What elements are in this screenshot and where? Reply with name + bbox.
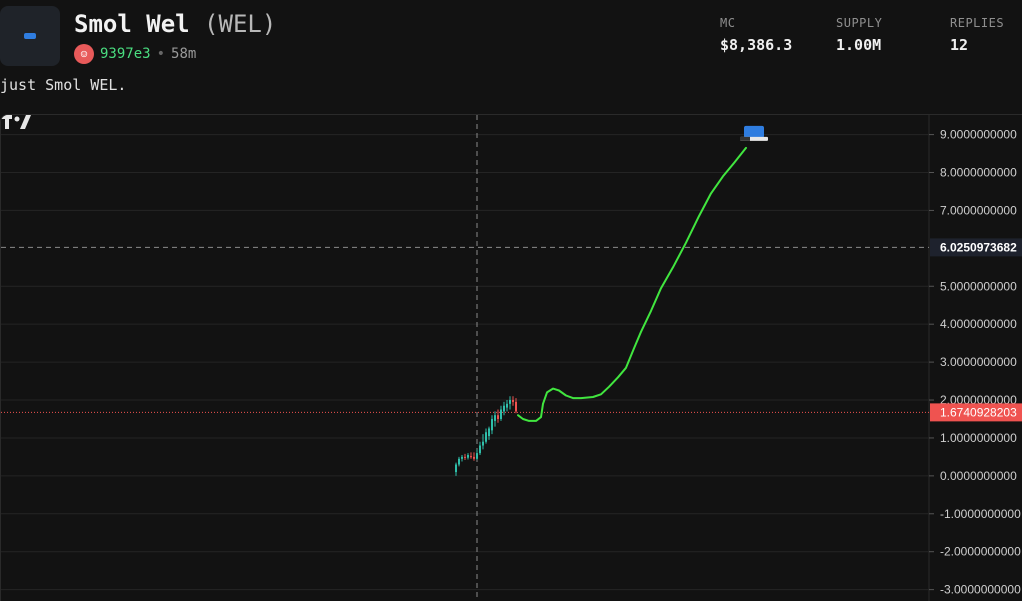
token-hat-icon <box>24 33 36 39</box>
candle-body <box>461 456 463 459</box>
candle-body <box>491 418 493 431</box>
candle-body <box>473 456 475 459</box>
y-tick-label: 3.0000000000 <box>940 355 1017 369</box>
candle-body <box>458 458 460 465</box>
y-tick-label: 4.0000000000 <box>940 317 1017 331</box>
candle-body <box>455 464 457 473</box>
stat-label: SUPPLY <box>836 16 883 30</box>
candle-body <box>509 400 511 404</box>
y-tick-label: 5.0000000000 <box>940 279 1017 293</box>
y-tick-label: 8.0000000000 <box>940 166 1017 180</box>
separator-dot: • <box>156 46 166 62</box>
candle-body <box>506 403 508 408</box>
stat-value: 12 <box>950 36 969 54</box>
candle-body <box>467 455 469 458</box>
stat-value: 1.00M <box>836 36 882 54</box>
token-ticker: (WEL) <box>204 10 277 38</box>
price-axis <box>929 115 1022 601</box>
token-title: Smol Wel (WEL) <box>74 10 276 38</box>
candle-body <box>485 432 487 442</box>
y-tick-label: 0.0000000000 <box>940 469 1017 483</box>
crosshair-price-label-bg <box>930 238 1022 257</box>
token-age: 58m <box>171 46 197 62</box>
candle-body <box>494 415 496 421</box>
stat-label: MC <box>720 16 736 30</box>
chart-canvas[interactable]: 9.0000000000 8.0000000000 7.0000000000 5.00… <box>1 115 1022 601</box>
token-image[interactable] <box>0 6 60 66</box>
creator-link[interactable]: 9397e3 <box>100 46 151 62</box>
candle-body <box>515 401 517 412</box>
candle-body <box>503 405 505 412</box>
y-tick-label: 9.0000000000 <box>940 128 1017 142</box>
token-hat-marker-icon <box>740 125 768 141</box>
candle-body <box>488 428 490 437</box>
y-tick-label: 7.0000000000 <box>940 203 1017 217</box>
candle-body <box>470 456 472 458</box>
last-price-label: 1.6740928203 <box>940 405 1017 419</box>
stat-value: $8,386.3 <box>720 36 793 54</box>
candle-body <box>482 441 484 446</box>
y-tick-label: -1.0000000000 <box>940 507 1021 521</box>
tradingview-logo-icon[interactable] <box>1 115 33 129</box>
crosshair-price-label: 6.0250973682 <box>940 240 1017 254</box>
y-tick-label: -2.0000000000 <box>940 545 1021 559</box>
token-description: just Smol WEL. <box>0 76 127 94</box>
creator-avatar[interactable]: ☺ <box>74 44 94 64</box>
last-price-label-bg <box>930 403 1022 422</box>
candle-body <box>479 445 481 454</box>
y-tick-label: -3.0000000000 <box>940 583 1021 597</box>
candle-body <box>497 415 499 419</box>
token-name: Smol Wel <box>74 10 190 38</box>
price-line <box>517 146 747 422</box>
candle-body <box>464 456 466 458</box>
stat-supply: SUPPLY 1.00M <box>836 16 882 54</box>
price-chart[interactable]: 9.0000000000 8.0000000000 7.0000000000 5.00… <box>0 114 1022 601</box>
candle-body <box>476 453 478 459</box>
creator-row: ☺ 9397e3 • 58m <box>74 44 196 64</box>
stat-mc: MC $8,386.3 <box>720 16 792 54</box>
stat-label: REPLIES <box>950 16 1005 30</box>
stat-replies: REPLIES 12 <box>950 16 1004 54</box>
candle-body <box>500 409 502 419</box>
candle-body <box>512 400 514 402</box>
y-tick-label: 1.0000000000 <box>940 431 1017 445</box>
